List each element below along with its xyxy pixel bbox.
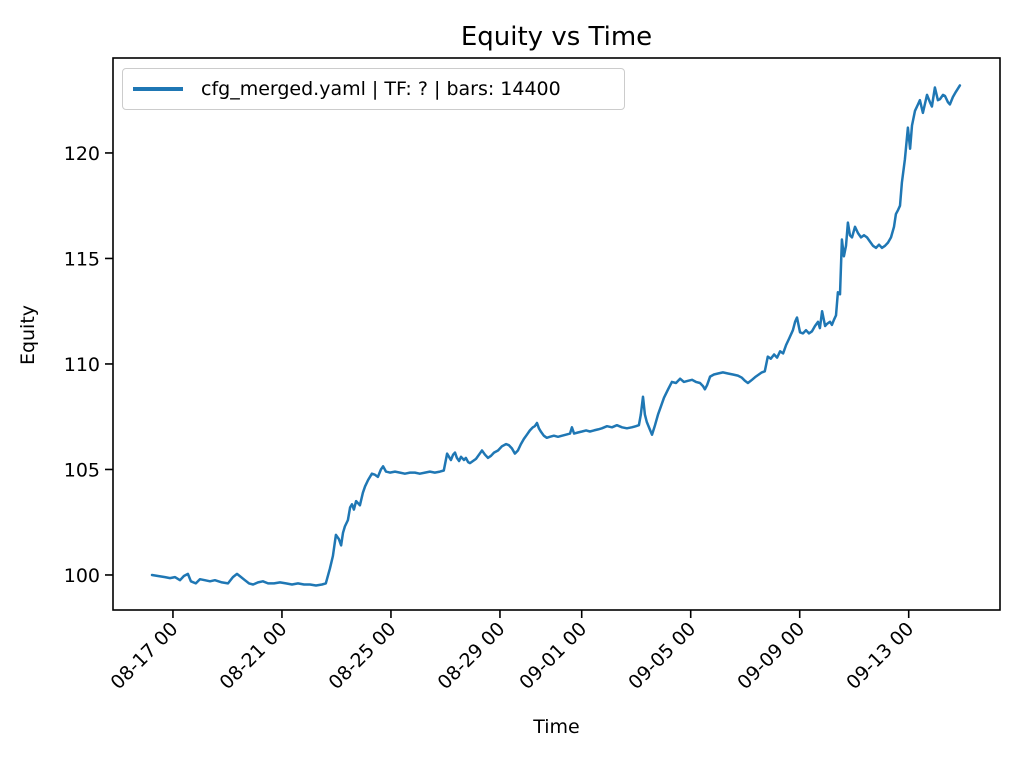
x-tick-label: 09-05 00 bbox=[624, 618, 700, 694]
y-axis-label: Equity bbox=[17, 304, 39, 366]
y-tick-label: 110 bbox=[64, 354, 100, 376]
axes-frame bbox=[112, 57, 1001, 611]
x-tick-label: 09-09 00 bbox=[733, 618, 809, 694]
legend-line-sample-icon bbox=[133, 87, 183, 91]
x-tick-label: 09-01 00 bbox=[515, 618, 591, 694]
legend-label: cfg_merged.yaml | TF: ? | bars: 14400 bbox=[201, 78, 561, 100]
x-tick-label: 08-17 00 bbox=[107, 618, 183, 694]
y-tick-label: 115 bbox=[64, 248, 100, 270]
chart-title: Equity vs Time bbox=[460, 22, 653, 52]
x-axis-label: Time bbox=[533, 716, 580, 738]
equity-line bbox=[150, 84, 962, 587]
x-tick-label: 08-21 00 bbox=[216, 618, 292, 694]
y-tick-label: 105 bbox=[64, 459, 100, 481]
x-tick-label: 08-29 00 bbox=[434, 618, 510, 694]
x-tick-label: 08-25 00 bbox=[325, 618, 401, 694]
x-tick-label: 09-13 00 bbox=[842, 618, 918, 694]
legend-box: cfg_merged.yaml | TF: ? | bars: 14400 bbox=[122, 68, 625, 110]
y-tick-label: 100 bbox=[64, 565, 100, 587]
y-tick-label: 120 bbox=[64, 143, 100, 165]
